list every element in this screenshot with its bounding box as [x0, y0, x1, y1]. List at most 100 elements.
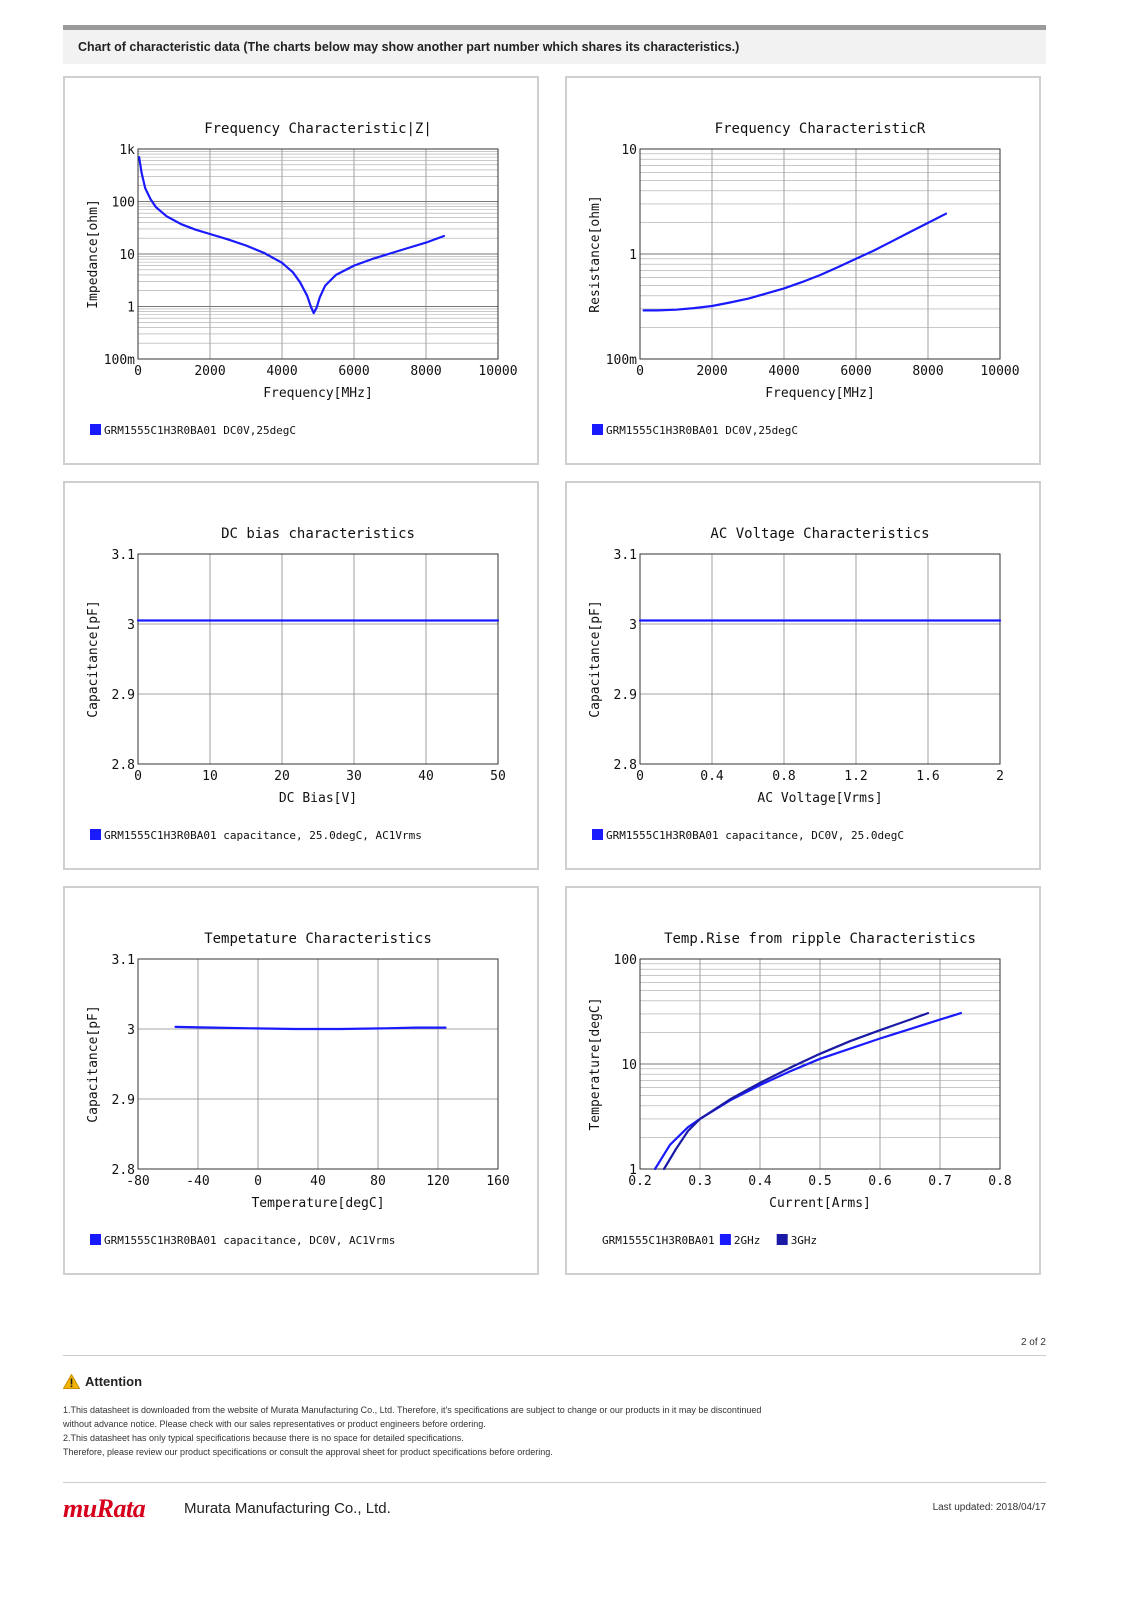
chart-temp-rise: Temp.Rise from ripple Characteristics 0.2… [588, 931, 1012, 1247]
plot-frame [639, 553, 1001, 765]
note-line: 1.This datasheet is downloaded from the … [63, 1405, 762, 1415]
y-tick-label: 3.1 [112, 953, 135, 968]
y-tick-label: 100 [112, 196, 135, 211]
y-tick-label: 1 [127, 301, 135, 316]
x-tick-label: 0 [254, 1174, 262, 1189]
y-axis-label: Impedance[ohm] [86, 199, 101, 309]
x-tick-label: 10000 [478, 364, 517, 379]
page-header: Chart of characteristic data (The charts… [63, 30, 1046, 64]
x-axis-label: Temperature[degC] [251, 1196, 384, 1211]
chart-panel-dc-bias: DC bias characteristics 0 10 20 30 40 50 2.8 2.9… [63, 481, 539, 870]
x-tick-label: 1.6 [916, 769, 939, 784]
y-tick-label: 3 [127, 618, 135, 633]
x-tick-label: 20 [274, 769, 290, 784]
y-tick-label: 2.8 [614, 758, 637, 773]
x-tick-label: 4000 [768, 364, 799, 379]
series-line [653, 1012, 963, 1171]
note-line: Therefore, please review our product spe… [63, 1447, 553, 1457]
plot-area [138, 554, 498, 764]
x-tick-label: 80 [370, 1174, 386, 1189]
x-tick-label: 0 [134, 364, 142, 379]
x-tick-label: 0 [636, 769, 644, 784]
chart-title: DC bias characteristics [221, 526, 415, 542]
chart-panel-temperature: Tempetature Characteristics -80 -40 0 40 80 12… [63, 886, 539, 1275]
y-tick-label: 3.1 [112, 548, 135, 563]
x-axis-label: DC Bias[V] [279, 791, 357, 806]
y-tick-label: 2.9 [112, 688, 135, 703]
y-tick-label: 2.9 [614, 688, 637, 703]
y-tick-label: 100 [614, 953, 637, 968]
top-rule [63, 25, 1046, 30]
x-tick-label: 2 [996, 769, 1004, 784]
y-tick-label: 3 [629, 618, 637, 633]
attention-title: Attention [85, 1374, 143, 1389]
legend-label: GRM1555C1H3R0BA01 capacitance, 25.0degC,… [104, 829, 422, 842]
x-axis-label: Current[Arms] [769, 1196, 871, 1211]
x-tick-label: -40 [186, 1174, 209, 1189]
x-tick-label: 2000 [696, 364, 727, 379]
y-tick-label: 1 [629, 248, 637, 263]
x-tick-label: 8000 [410, 364, 441, 379]
y-tick-label: 10 [621, 1058, 637, 1073]
chart-impedance: Frequency Characteristic|Z| 0 2000 4000 6000… [86, 121, 518, 437]
y-axis-label: Capacitance[pF] [588, 600, 603, 717]
legend-swatch [592, 424, 603, 435]
divider [63, 1355, 1046, 1356]
x-tick-label: 6000 [338, 364, 369, 379]
chart-title: Tempetature Characteristics [204, 931, 432, 947]
page-number: 2 of 2 [1020, 1337, 1046, 1348]
x-tick-label: 50 [490, 769, 506, 784]
x-tick-label: 0.8 [772, 769, 795, 784]
chart-title: AC Voltage Characteristics [710, 526, 929, 542]
x-tick-label: 0.8 [988, 1174, 1011, 1189]
chart-panel-temp-rise: Temp.Rise from ripple Characteristics 0.2… [565, 886, 1041, 1275]
legend-swatch [719, 1234, 731, 1245]
x-tick-label: 10 [202, 769, 218, 784]
y-tick-label: 3 [127, 1023, 135, 1038]
x-axis-label: AC Voltage[Vrms] [757, 791, 882, 806]
plot-area [640, 554, 1000, 764]
plot-frame [639, 148, 1001, 360]
legend-label: 2GHz [734, 1234, 761, 1247]
x-tick-label: -80 [126, 1174, 149, 1189]
y-axis-label: Resistance[ohm] [588, 195, 603, 312]
chart-resistance: Frequency CharacteristicR 0 2000 4000 6000 80… [588, 121, 1020, 437]
y-tick-label: 2.8 [112, 758, 135, 773]
x-tick-label: 2000 [194, 364, 225, 379]
chart-ac-voltage: AC Voltage Characteristics 0 0.4 0.8 1.2 1.6 2… [588, 526, 1004, 842]
x-tick-label: 0.4 [748, 1174, 772, 1189]
legend-swatch [776, 1234, 788, 1245]
series-line [642, 212, 948, 312]
y-tick-label: 10 [119, 248, 135, 263]
series-line [174, 1025, 447, 1031]
x-tick-label: 0.5 [808, 1174, 831, 1189]
x-tick-label: 0.4 [700, 769, 724, 784]
attention-heading: Attention [63, 1374, 142, 1389]
legend-swatch [90, 424, 101, 435]
legend-label: GRM1555C1H3R0BA01 DC0V,25degC [104, 424, 296, 437]
x-tick-label: 0.3 [688, 1174, 711, 1189]
series-line [662, 1012, 930, 1171]
chart-title: Frequency CharacteristicR [715, 121, 926, 137]
chart-temperature: Tempetature Characteristics -80 -40 0 40 80 12… [86, 931, 510, 1247]
series-line [138, 156, 446, 315]
plot-frame [137, 553, 499, 765]
x-tick-label: 4000 [266, 364, 297, 379]
x-axis-label: Frequency[MHz] [263, 386, 373, 401]
legend-swatch [90, 1234, 101, 1245]
company-name: Murata Manufacturing Co., Ltd. [184, 1500, 391, 1517]
y-tick-label: 10 [621, 143, 637, 158]
y-tick-label: 3.1 [614, 548, 637, 563]
x-tick-label: 30 [346, 769, 362, 784]
plot-frame [137, 148, 499, 360]
x-tick-label: 10000 [980, 364, 1019, 379]
legend-swatch [592, 829, 603, 840]
chart-dc-bias: DC bias characteristics 0 10 20 30 40 50 2.8 2.9… [86, 526, 506, 842]
x-tick-label: 0 [134, 769, 142, 784]
y-axis-label: Temperature[degC] [588, 997, 603, 1130]
x-tick-label: 0 [636, 364, 644, 379]
y-axis-label: Capacitance[pF] [86, 1005, 101, 1122]
murata-logo: muRata [63, 1494, 146, 1523]
y-tick-label: 1 [629, 1163, 637, 1178]
legend-label: GRM1555C1H3R0BA01 DC0V,25degC [606, 424, 798, 437]
